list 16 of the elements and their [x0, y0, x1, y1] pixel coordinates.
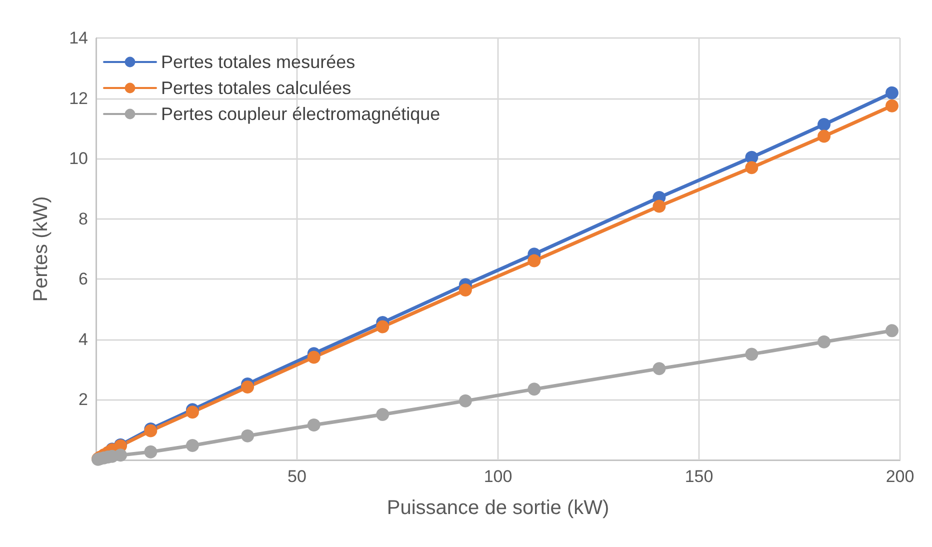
y-tick-label: 10 [69, 149, 88, 168]
x-axis-title: Puissance de sortie (kW) [386, 497, 610, 519]
legend-label: Pertes totales mesurées [161, 52, 356, 72]
x-tick-label: 50 [288, 467, 306, 486]
x-tick-label: 200 [886, 467, 914, 486]
y-tick-label: 8 [78, 209, 88, 228]
x-tick-label: 100 [484, 467, 512, 486]
legend-label: Pertes totales calculées [161, 78, 352, 98]
y-tick-label: 12 [69, 88, 88, 108]
y-axis-title: Pertes (kW) [30, 196, 52, 302]
x-tick-label: 150 [684, 467, 714, 486]
y-tick-label: 4 [78, 330, 88, 349]
y-tick-label: 2 [78, 390, 88, 410]
y-tick-label: 6 [78, 270, 88, 289]
legend-label: Pertes coupleur électromagnétique [161, 104, 440, 124]
y-tick-label: 14 [69, 28, 88, 48]
